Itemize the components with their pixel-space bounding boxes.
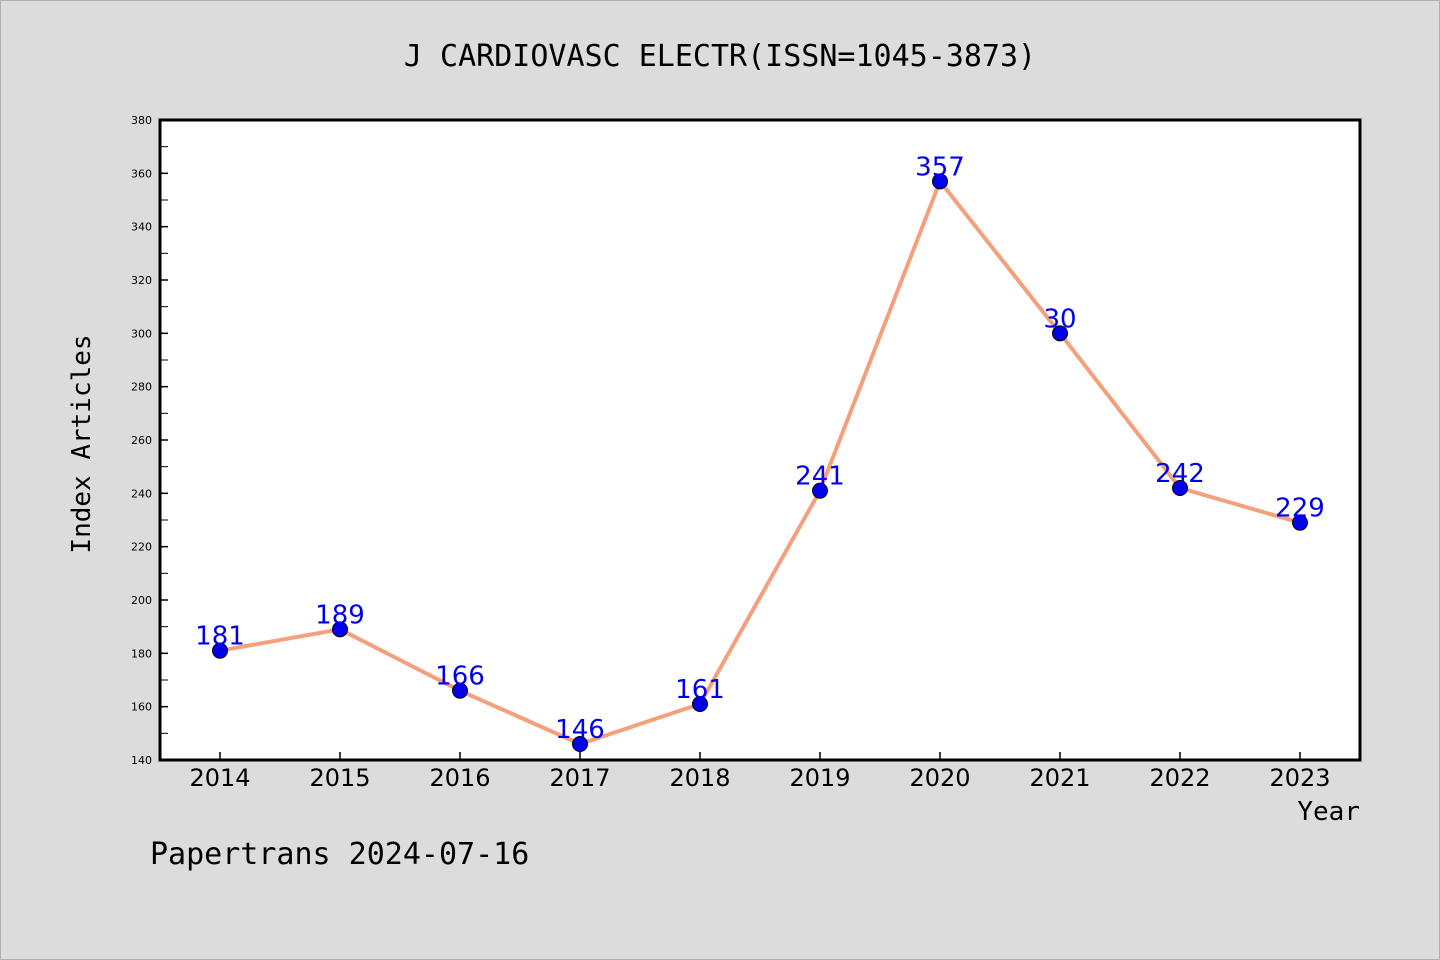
line-segment-2 <box>458 688 582 746</box>
line-segment-0 <box>218 627 342 653</box>
x-tick-label-4: 2018 <box>669 764 730 792</box>
data-label-3: 146 <box>555 715 605 745</box>
data-labels-group: 181 189 166 146 161 241 357 30 242 229 <box>195 152 1325 745</box>
chart-title: J CARDIOVASC ELECTR(ISSN=1045-3873) <box>404 39 1036 74</box>
y-tick-label-11: 360 <box>131 167 152 180</box>
line-segment-1 <box>338 627 462 693</box>
data-label-2: 166 <box>435 662 485 692</box>
y-tick-label-9: 320 <box>131 274 152 287</box>
line-segment-4 <box>698 488 822 706</box>
data-label-1: 189 <box>315 600 365 630</box>
data-label-9: 229 <box>1275 494 1325 524</box>
y-tick-label-2: 180 <box>131 647 152 660</box>
x-tick-label-6: 2020 <box>909 764 970 792</box>
x-tick-label-3: 2017 <box>549 764 610 792</box>
data-point-1 <box>332 621 348 638</box>
data-label-8: 242 <box>1155 459 1205 489</box>
y-tick-label-7: 280 <box>131 381 152 394</box>
data-label-5: 241 <box>795 462 845 492</box>
x-tick-label-2: 2016 <box>429 764 490 792</box>
line-segment-8 <box>1178 486 1302 525</box>
y-tick-label-0: 140 <box>131 754 152 767</box>
y-tick-label-1: 160 <box>131 701 152 714</box>
x-tick-label-9: 2023 <box>1269 764 1330 792</box>
x-axis-label: Year <box>1297 797 1360 827</box>
data-label-0: 181 <box>195 622 245 652</box>
x-tick-label-5: 2019 <box>789 764 850 792</box>
y-tick-label-6: 260 <box>131 434 152 447</box>
plot-area <box>158 118 1362 762</box>
x-axis: 2014 2015 2016 2017 2018 2019 2020 2021 2022 2023 <box>189 752 1331 792</box>
y-tick-label-8: 300 <box>131 327 152 340</box>
line-segment-6 <box>938 179 1062 336</box>
x-tick-label-1: 2015 <box>309 764 370 792</box>
data-point-4 <box>692 696 708 712</box>
data-label-6: 357 <box>915 152 965 182</box>
series-line-group <box>218 179 1302 746</box>
data-point-9 <box>1292 514 1308 531</box>
data-label-4: 161 <box>675 675 725 705</box>
x-tick-label-8: 2022 <box>1149 764 1210 792</box>
y-axis-label: Index Articles <box>67 334 97 553</box>
data-point-3 <box>572 736 588 752</box>
x-tick-label-0: 2014 <box>189 764 250 792</box>
data-point-0 <box>212 642 228 659</box>
data-point-6 <box>932 173 948 190</box>
data-point-5 <box>812 482 828 499</box>
data-point-7 <box>1052 325 1068 342</box>
y-tick-label-5: 240 <box>131 487 152 500</box>
markers-group <box>212 173 1308 752</box>
data-point-2 <box>452 682 468 699</box>
x-tick-label-7: 2021 <box>1029 764 1090 792</box>
data-label-7: 30 <box>1043 304 1076 334</box>
line-segment-7 <box>1058 331 1182 490</box>
y-axis: 140 160 180 200 220 240 260 280 300 320 340 360 380 <box>131 114 168 767</box>
y-tick-label-4: 220 <box>131 541 152 554</box>
y-tick-label-10: 340 <box>131 221 152 234</box>
y-tick-label-12: 380 <box>131 114 152 127</box>
line-segment-5 <box>818 179 942 493</box>
data-point-8 <box>1172 480 1188 496</box>
footer-text: Papertrans 2024-07-16 <box>150 837 529 872</box>
y-tick-label-3: 200 <box>131 594 152 607</box>
line-segment-3 <box>578 702 702 746</box>
